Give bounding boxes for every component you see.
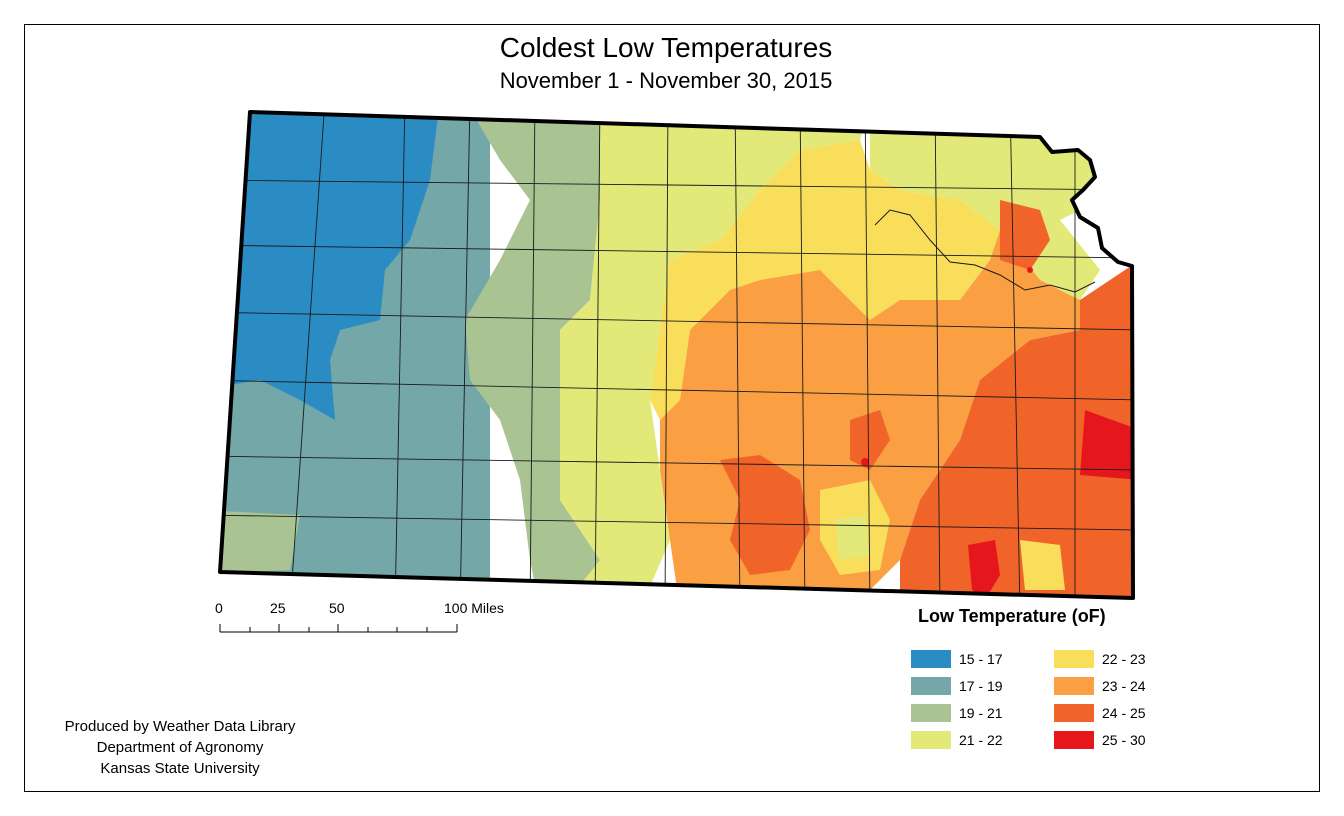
legend-swatch (911, 650, 951, 668)
scale-label-100: 100 Miles (444, 600, 504, 616)
zone-24-25 (900, 260, 1133, 598)
county-lines (220, 112, 1133, 598)
zone-25-30-spot (861, 458, 869, 466)
zone-22-23 (650, 140, 1000, 420)
legend-label: 19 - 21 (959, 705, 1003, 721)
legend-label: 15 - 17 (959, 651, 1003, 667)
legend-label: 23 - 24 (1102, 678, 1146, 694)
legend-swatch (1054, 704, 1094, 722)
credits-line-1: Produced by Weather Data Library (64, 718, 296, 735)
river-line (874, 209, 1096, 293)
zone-21-22 (560, 112, 870, 598)
zone-19-21 (465, 112, 610, 598)
legend-swatch (1054, 650, 1094, 668)
kansas-temperature-map (218, 110, 1135, 600)
legend-swatch (1054, 731, 1094, 749)
legend-label: 21 - 22 (959, 732, 1003, 748)
zone-19-21-sw (220, 510, 300, 575)
scale-label-50: 50 (329, 600, 345, 616)
zone-15-17 (220, 112, 440, 420)
credits-line-3: Kansas State University (100, 760, 260, 777)
scale-label-0: 0 (215, 600, 223, 616)
zone-25-30-spot (1027, 267, 1033, 273)
map-title: Coldest Low Temperatures (499, 32, 833, 63)
legend-label: 17 - 19 (959, 678, 1003, 694)
zone-25-30-south (968, 540, 1000, 598)
state-outline (218, 110, 1135, 600)
legend-swatch (911, 704, 951, 722)
scale-bar-graphic (219, 624, 458, 633)
legend-swatch (911, 677, 951, 695)
legend-swatch (911, 731, 951, 749)
map-subtitle: November 1 - November 30, 2015 (499, 68, 833, 93)
zone-22-23-se (1020, 540, 1065, 590)
temperature-zones (220, 112, 1133, 598)
zone-24-25-central (850, 410, 890, 470)
legend-title: Low Temperature (oF) (918, 606, 1106, 626)
scale-label-25: 25 (270, 600, 286, 616)
zone-24-25-mid (720, 455, 810, 575)
map-frame (24, 24, 1320, 792)
legend-label: 25 - 30 (1102, 732, 1146, 748)
credits-line-2: Department of Agronomy (96, 739, 264, 756)
legend-swatch (1054, 677, 1094, 695)
credits: Produced by Weather Data Library Departm… (30, 716, 330, 779)
legend-label: 22 - 23 (1102, 651, 1146, 667)
zone-21-22-south (835, 515, 870, 560)
legend-label: 24 - 25 (1102, 705, 1146, 721)
zone-25-30-east (1080, 410, 1133, 480)
